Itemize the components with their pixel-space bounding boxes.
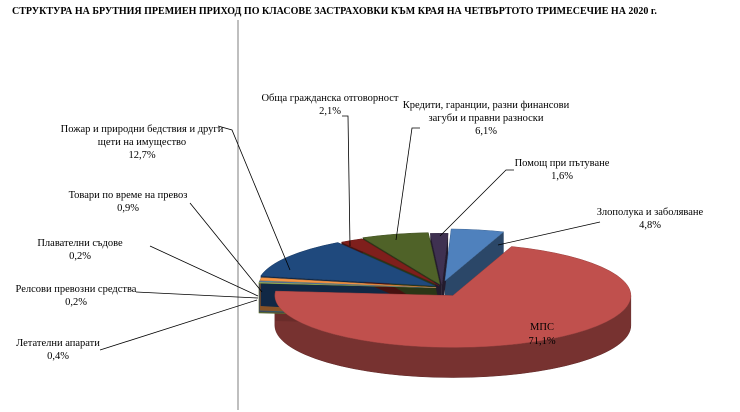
slice-value-label: 71,1%	[528, 336, 555, 347]
chart-title: СТРУКТУРА НА БРУТНИЯ ПРЕМИЕН ПРИХОД ПО К…	[12, 6, 657, 17]
slice-name-label: Летателни апарати	[16, 338, 100, 349]
pie-slice	[429, 233, 449, 286]
leader-line	[135, 291, 259, 299]
slice-name-label: Помощ при пътуване	[515, 158, 610, 169]
leader-line	[342, 115, 351, 247]
slice-name-label: Релсови превозни средства	[16, 284, 137, 295]
leader-lines	[99, 115, 601, 351]
slice-name-label-line: Кредити, гаранции, разни финансови	[403, 100, 570, 111]
slice-name-label-line: щети на имущество	[98, 137, 186, 148]
slice-value-label: 1,6%	[551, 171, 573, 182]
leader-line	[497, 221, 601, 246]
slice-value-label: 6,1%	[475, 126, 497, 137]
slice-value-label: 2,1%	[319, 106, 341, 117]
slice-name-label: Злополука и заболяване	[597, 207, 704, 218]
slice-value-label: 0,2%	[69, 251, 91, 262]
leader-line	[189, 202, 263, 293]
slice-name-label: МПС	[530, 322, 554, 333]
pie-slices	[258, 228, 632, 378]
leader-line	[149, 245, 259, 297]
leader-line	[395, 127, 420, 241]
slice-value-label: 12,7%	[128, 150, 155, 161]
pie-slice	[340, 238, 440, 286]
pie-slice	[260, 242, 436, 287]
pie-slice	[444, 228, 505, 282]
slice-value-label: 0,4%	[47, 351, 69, 362]
slice-name-label-line: Пожар и природни бедствия и други	[61, 124, 224, 135]
slice-name-label: Обща гражданска отговорност	[261, 93, 398, 104]
slice-name-label: Товари по време на превоз	[69, 190, 188, 201]
slice-name-label: Плавателни съдове	[37, 238, 123, 249]
leader-line	[217, 125, 291, 271]
leader-line	[99, 299, 258, 351]
pie-slice-cut	[441, 233, 449, 316]
slice-value-label: 0,2%	[65, 297, 87, 308]
slice-value-label: 0,9%	[117, 203, 139, 214]
leader-line	[439, 169, 514, 237]
slice-name-label-line: загуби и правни разноски	[429, 113, 544, 124]
slice-labels: Злополука и заболяване 4,8% МПС 71,1% Летате…	[16, 93, 704, 362]
pie-slice	[259, 277, 437, 288]
pie-slice	[274, 246, 632, 348]
slice-value-label: 4,8%	[639, 220, 661, 231]
pie-slice	[362, 232, 441, 286]
